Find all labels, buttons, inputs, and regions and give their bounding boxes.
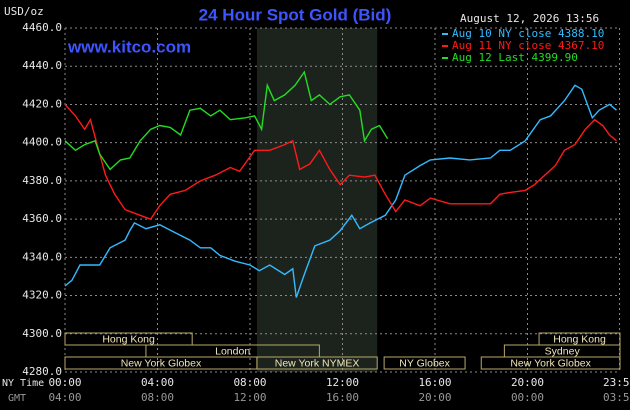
y-tick-label: 4340.0	[22, 250, 62, 263]
session-shade	[256, 28, 378, 372]
legend-label: Aug 10 NY close 4388.10	[452, 27, 604, 40]
gmt-tick-label: 12:00	[233, 391, 266, 404]
session-box	[256, 356, 378, 370]
gmt-tick-label: 03:59	[603, 391, 630, 404]
y-tick-label: 4320.0	[22, 289, 62, 302]
session-label: New York Globex	[121, 357, 202, 369]
chart-title: 24 Hour Spot Gold (Bid)	[199, 5, 392, 24]
price-line	[64, 103, 617, 220]
session-label: Hong Kong	[102, 333, 155, 345]
y-tick-label: 4280.0	[22, 365, 62, 378]
x-tick-label: 16:00	[418, 376, 451, 389]
session-label: Sydney	[545, 345, 581, 357]
y-tick-label: 4360.0	[22, 212, 62, 225]
timestamp: August 12, 2026 13:56	[460, 12, 599, 25]
y-tick-label: 4380.0	[22, 174, 62, 187]
gmt-tick-label: 00:00	[511, 391, 544, 404]
x-tick-label: 04:00	[141, 376, 174, 389]
y-tick-label: 4440.0	[22, 59, 62, 72]
legend-label: Aug 12 Last 4399.90	[452, 51, 578, 64]
session-label: Hong Kong	[553, 333, 606, 345]
y-tick-label: 4400.0	[22, 136, 62, 149]
legend-label: Aug 11 NY close 4367.10	[452, 39, 604, 52]
session-box	[383, 356, 466, 370]
session-label: New York NYMEX	[275, 357, 360, 369]
x-tick-label: 12:00	[326, 376, 359, 389]
x-tick-label: 20:00	[511, 376, 544, 389]
y-tick-label: 4420.0	[22, 97, 62, 110]
y-axis-label: USD/oz	[4, 5, 44, 18]
watermark: www.kitco.com	[67, 37, 191, 56]
price-line	[64, 84, 617, 298]
x-tick-label: 23:59	[603, 376, 630, 389]
x-tick-label: 08:00	[233, 376, 266, 389]
x-tick-label: 00:00	[48, 376, 81, 389]
session-box	[480, 356, 621, 370]
gmt-tick-label: 20:00	[418, 391, 451, 404]
y-tick-label: 4300.0	[22, 327, 62, 340]
session-box	[64, 332, 193, 346]
price-line	[64, 70, 389, 171]
gmt-tick-label: 16:00	[326, 391, 359, 404]
y-tick-label: 4460.0	[22, 21, 62, 34]
session-label: NY Globex	[399, 357, 450, 369]
gmt-tick-label: 04:00	[48, 391, 81, 404]
x-axis-label: NY Time	[2, 378, 44, 389]
gmt-tick-label: 08:00	[141, 391, 174, 404]
session-label: London	[215, 345, 250, 357]
session-label: New York Globex	[510, 357, 591, 369]
x2-axis-label: GMT	[8, 393, 26, 404]
